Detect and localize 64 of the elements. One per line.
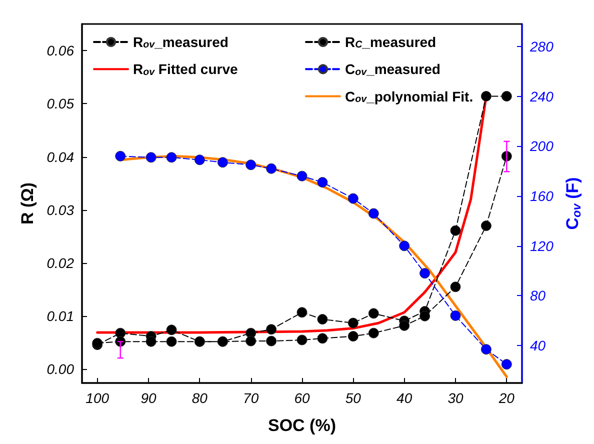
point — [450, 310, 461, 321]
x-tick-label: 40 — [396, 390, 412, 406]
x-tick-label: 70 — [243, 390, 259, 406]
point — [317, 314, 328, 325]
point — [399, 320, 410, 331]
point — [166, 324, 177, 336]
point — [266, 336, 277, 346]
point — [480, 220, 492, 232]
point — [246, 336, 256, 346]
x-tick-label: 100 — [86, 390, 110, 406]
point — [296, 307, 308, 318]
y-tick-label: 0.03 — [46, 202, 74, 218]
y-axis-title: R (Ω) — [18, 182, 37, 224]
point — [368, 328, 379, 338]
y-tick-label: 0.00 — [46, 361, 74, 378]
point — [166, 152, 177, 163]
point — [420, 310, 430, 322]
y2-axis-title: Cov (F) — [563, 177, 584, 230]
point — [296, 170, 308, 182]
point — [348, 318, 358, 328]
point — [246, 160, 256, 170]
point — [480, 90, 492, 102]
point — [266, 163, 277, 174]
point — [146, 336, 156, 347]
point — [217, 157, 228, 168]
point — [194, 154, 205, 166]
point — [501, 359, 512, 370]
y-tick-label: 0.04 — [46, 148, 74, 165]
point — [317, 177, 328, 188]
y2-tick-label: 80 — [530, 288, 546, 304]
point — [166, 336, 177, 347]
x-tick-label: 60 — [294, 390, 310, 406]
point — [450, 225, 461, 236]
point — [348, 331, 358, 342]
point — [399, 240, 410, 252]
point — [368, 308, 379, 319]
y-tick-label: 0.02 — [46, 254, 74, 271]
point — [450, 282, 461, 292]
y2-tick-label: 280 — [529, 38, 554, 54]
y-tick-label: 0.06 — [46, 42, 74, 59]
y2-tick-label: 200 — [529, 138, 554, 154]
point — [368, 208, 379, 219]
point — [501, 90, 512, 102]
y2-tick-label: 40 — [530, 338, 546, 354]
point — [266, 324, 277, 335]
point — [480, 344, 492, 355]
point — [420, 268, 430, 279]
x-tick-label: 20 — [498, 390, 515, 406]
point — [296, 334, 308, 346]
y-tick-label: 0.01 — [46, 308, 74, 324]
point — [115, 328, 126, 338]
y2-tick-label: 160 — [530, 188, 554, 204]
point — [146, 152, 156, 163]
y2-tick-label: 120 — [530, 238, 554, 254]
point — [348, 193, 358, 204]
x-axis-title: SOC (%) — [268, 416, 336, 435]
x-tick-label: 30 — [448, 390, 464, 406]
y2-tick-label: 240 — [529, 88, 554, 104]
point — [317, 333, 328, 344]
x-tick-label: 80 — [192, 390, 208, 406]
x-tick-label: 90 — [140, 390, 157, 406]
x-tick-label: 50 — [345, 390, 362, 406]
point — [115, 150, 126, 162]
y-tick-label: 0.05 — [46, 96, 74, 112]
